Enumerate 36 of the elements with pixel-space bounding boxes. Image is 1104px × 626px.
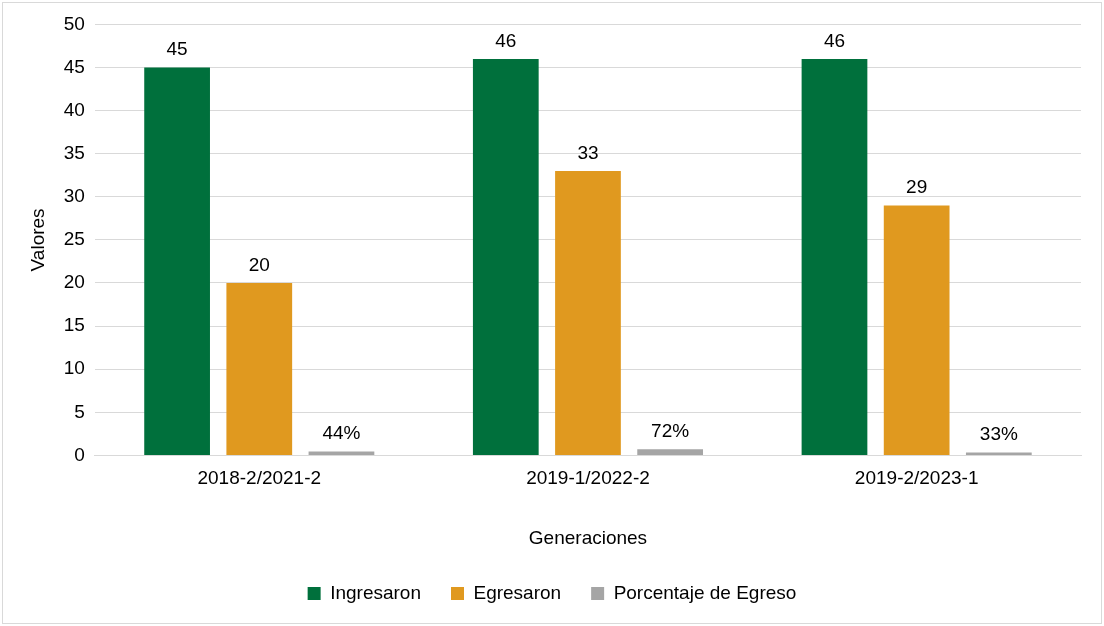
legend-label: Porcentaje de Egreso (613, 581, 797, 603)
data-label: 20 (248, 253, 270, 275)
data-label: 44% (322, 422, 361, 444)
data-label: 45 (166, 38, 188, 60)
y-tick-label: 45 (63, 55, 85, 77)
bar (637, 449, 704, 455)
bar (472, 58, 539, 455)
bar (226, 283, 293, 455)
bar (308, 451, 375, 455)
bar (883, 205, 950, 455)
legend-label: Ingresaron (330, 581, 421, 603)
data-label: 72% (651, 419, 690, 441)
legend-label: Egresaron (473, 581, 562, 603)
x-tick-label: 2018-2/2021-2 (197, 467, 322, 489)
y-tick-label: 35 (63, 141, 85, 163)
x-axis-title: Generaciones (528, 526, 648, 548)
y-tick-label: 25 (63, 228, 85, 250)
y-axis-title: Valores (26, 208, 48, 272)
x-tick-label: 2019-1/2022-2 (526, 467, 650, 489)
y-tick-label: 15 (63, 314, 85, 336)
y-tick-label: 10 (63, 357, 85, 379)
y-tick-label: 40 (63, 98, 85, 120)
x-tick-label: 2019-2/2023-1 (854, 467, 979, 489)
bar (144, 67, 210, 455)
y-tick-label: 50 (63, 12, 85, 34)
bar (555, 170, 621, 455)
data-label: 46 (823, 29, 846, 51)
data-label: 33% (979, 423, 1018, 445)
data-label: 46 (495, 29, 517, 51)
data-label: 33 (577, 141, 599, 163)
bar (801, 58, 868, 455)
y-tick-label: 0 (74, 443, 85, 465)
y-tick-label: 20 (63, 271, 85, 293)
y-tick-label: 5 (74, 400, 85, 422)
y-tick-label: 30 (63, 185, 85, 207)
data-label: 29 (906, 176, 928, 198)
